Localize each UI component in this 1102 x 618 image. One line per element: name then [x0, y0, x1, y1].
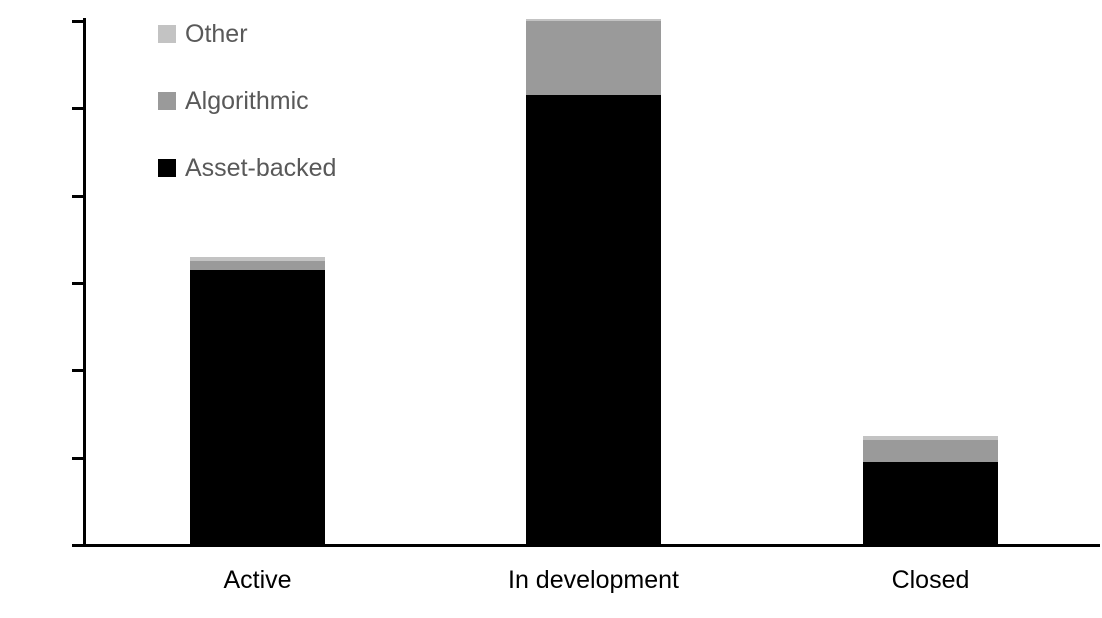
- x-category-label-in-development: In development: [508, 566, 679, 594]
- y-tick-mark: [72, 456, 83, 460]
- bar-segment-algorithmic-closed: [863, 440, 998, 463]
- legend-label: Algorithmic: [185, 86, 309, 115]
- y-axis-line: [83, 18, 86, 547]
- legend-swatch-icon: [158, 25, 176, 43]
- y-tick-mark: [72, 107, 83, 111]
- x-category-label-active: Active: [223, 566, 292, 594]
- legend-item-other: Other: [158, 19, 248, 48]
- legend-label: Asset-backed: [185, 153, 337, 182]
- bar-segment-algorithmic-active: [190, 261, 325, 270]
- y-tick-mark: [72, 369, 83, 373]
- bar-segment-other-in-development: [526, 18, 661, 21]
- y-tick-mark: [72, 20, 83, 23]
- legend-label: Other: [185, 19, 248, 48]
- y-tick-mark: [72, 282, 83, 285]
- legend-item-asset-backed: Asset-backed: [158, 153, 337, 182]
- y-tick-mark: [72, 544, 83, 547]
- bar-segment-asset-backed-closed: [863, 462, 998, 545]
- bar-segment-algorithmic-in-development: [526, 21, 661, 96]
- legend-item-algorithmic: Algorithmic: [158, 86, 309, 115]
- bar-segment-asset-backed-in-development: [526, 95, 661, 545]
- y-tick-mark: [72, 194, 83, 198]
- bar-segment-other-active: [190, 256, 325, 262]
- x-axis-line: [83, 544, 1100, 547]
- bar-segment-other-closed: [863, 435, 998, 441]
- bar-segment-asset-backed-active: [190, 269, 325, 545]
- legend-swatch-icon: [158, 92, 176, 110]
- x-category-label-closed: Closed: [891, 566, 970, 594]
- legend-swatch-icon: [158, 159, 176, 177]
